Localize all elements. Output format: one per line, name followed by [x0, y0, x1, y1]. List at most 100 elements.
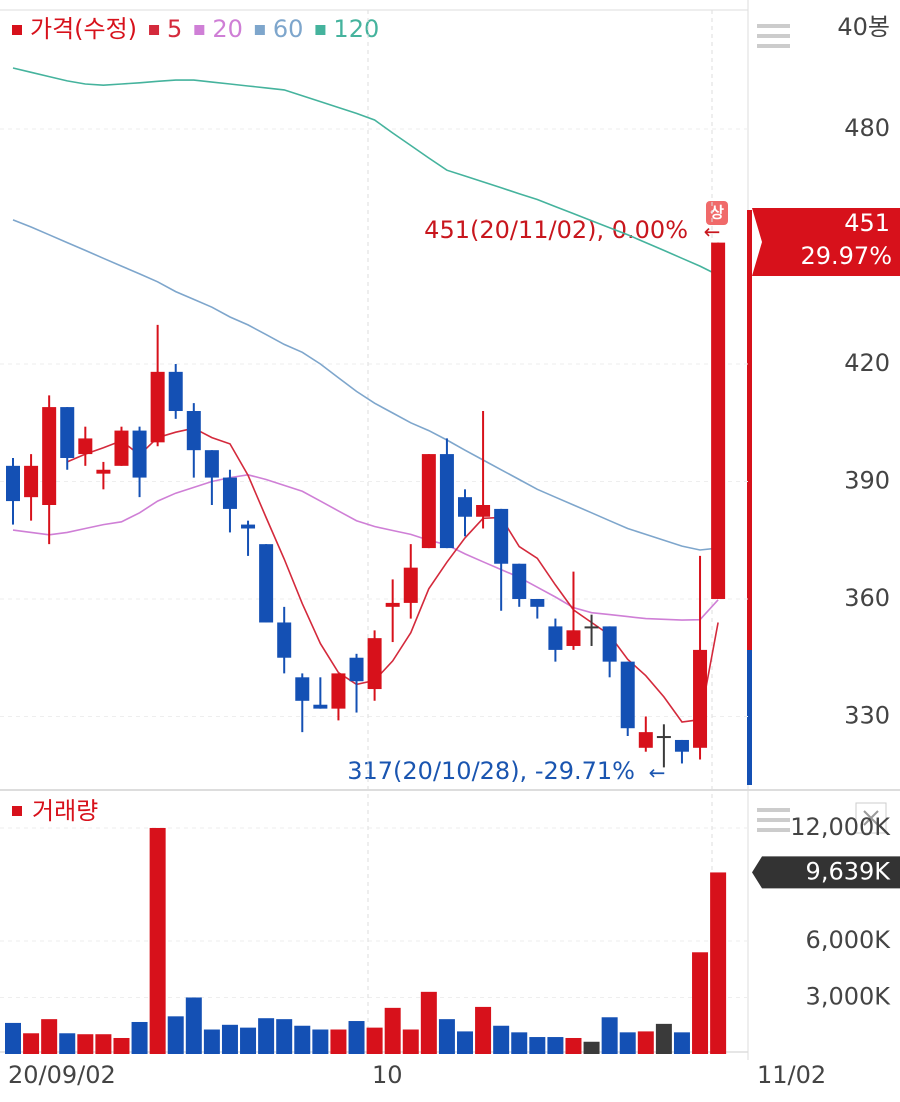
- candle-body: [132, 430, 147, 478]
- volume-bar: [619, 1032, 636, 1054]
- volume-bar: [511, 1032, 528, 1054]
- range-bar-down: [747, 650, 752, 785]
- candle-body: [439, 454, 454, 549]
- volume-tag-label: 9,639K: [806, 857, 892, 885]
- candle-body: [584, 626, 599, 629]
- y-tick-label: 360: [844, 584, 890, 612]
- overlay: 330 360 390 420 480 3,000K 6,000K 12,000K 9,639K: [752, 114, 900, 1010]
- candle-body: [60, 407, 75, 459]
- volume-bar: [673, 1032, 690, 1054]
- candle-body: [367, 638, 382, 690]
- volume-bar: [601, 1017, 618, 1054]
- volume-bar: [77, 1034, 94, 1054]
- ma-line: [12, 473, 719, 621]
- ma-line: [12, 67, 719, 276]
- range-bar-up: [747, 210, 752, 650]
- candle-body: [693, 649, 708, 748]
- candle-body: [421, 454, 436, 549]
- candle-body: [711, 242, 726, 599]
- legend: 가격(수정) 5 20 60 120: [12, 15, 379, 43]
- menu-bar: [757, 24, 790, 28]
- legend-label: 20: [212, 15, 243, 43]
- y-tick-label: 420: [844, 349, 890, 377]
- price-tag-value: 451: [844, 209, 890, 237]
- candle-body: [186, 411, 201, 451]
- legend-label: 5: [167, 15, 182, 43]
- volume-bar: [330, 1029, 347, 1054]
- y-tick-label: 480: [844, 114, 890, 142]
- limit-badge-text: 상: [710, 204, 724, 222]
- volume-bar: [547, 1037, 564, 1054]
- candle-body: [295, 677, 310, 701]
- period-label: 40봉: [837, 13, 890, 41]
- volume-bar: [710, 872, 727, 1054]
- legend-label: 가격(수정): [30, 15, 137, 43]
- volume-bar: [23, 1033, 40, 1054]
- volume-bar: [655, 1023, 672, 1054]
- x-tick-label: 11/02: [757, 1061, 826, 1089]
- close-x: [863, 810, 879, 826]
- candle-body: [259, 544, 274, 623]
- menu-bar: [757, 828, 790, 832]
- candle-body: [458, 497, 472, 517]
- vol-tick-label: 12,000K: [790, 813, 891, 841]
- menu-bar: [757, 44, 790, 48]
- candle-body: [78, 438, 93, 455]
- volume-bar: [240, 1027, 257, 1054]
- close-button[interactable]: [855, 802, 887, 834]
- volume-bar: [402, 1029, 419, 1054]
- volume-bar: [637, 1031, 654, 1054]
- volume-tag: [752, 856, 900, 889]
- volume-bar: [95, 1034, 112, 1054]
- legend-swatch: [315, 25, 326, 35]
- volume-bar: [203, 1029, 220, 1054]
- candle-body: [222, 477, 237, 509]
- candle-body: [566, 630, 581, 646]
- volume-bar: [366, 1027, 383, 1054]
- high-annotation: 451(20/11/02), 0.00%: [424, 216, 688, 244]
- candle-body: [349, 657, 364, 682]
- volume-bar: [185, 997, 202, 1054]
- legend-swatch: [149, 25, 160, 35]
- candle-body: [241, 524, 256, 529]
- candle-body: [204, 450, 219, 478]
- candle-body: [512, 563, 527, 599]
- candle-body: [168, 371, 183, 412]
- candle-body: [494, 508, 509, 564]
- menu-icon[interactable]: [757, 808, 790, 832]
- volume-bar: [149, 827, 166, 1054]
- legend-swatch: [12, 806, 22, 816]
- candle-body: [674, 739, 689, 752]
- legend-swatch: [12, 25, 22, 35]
- volume-bar: [583, 1041, 600, 1054]
- volume-bar: [221, 1024, 238, 1054]
- legend-swatch: [194, 25, 205, 35]
- low-annotation: 317(20/10/28), -29.71%: [347, 757, 635, 785]
- price-tag-change: 29.97%: [800, 242, 892, 270]
- volume-bar: [348, 1021, 365, 1054]
- candle-body: [150, 371, 165, 443]
- candle-body: [602, 626, 617, 662]
- volume-bar: [113, 1037, 130, 1054]
- candle-body: [385, 602, 400, 607]
- volume-bar: [692, 952, 709, 1054]
- volume-bar: [276, 1019, 293, 1054]
- plot: 20/09/02 10 11/02: [0, 10, 826, 1089]
- y-tick-label: 330: [844, 701, 890, 729]
- volume-bar: [457, 1031, 473, 1054]
- candle-body: [96, 469, 111, 474]
- candle-body: [331, 673, 346, 709]
- candle-body: [6, 465, 20, 502]
- candle-body: [656, 736, 671, 739]
- volume-bar: [438, 1019, 455, 1054]
- volume-bar: [565, 1037, 582, 1054]
- low-arrow: ←: [649, 761, 666, 785]
- menu-icon[interactable]: [757, 24, 790, 48]
- candle-body: [313, 704, 328, 709]
- candle-body: [476, 504, 491, 517]
- volume-bar: [131, 1021, 148, 1054]
- y-tick-label: 390: [844, 467, 890, 495]
- volume-bar: [493, 1025, 510, 1054]
